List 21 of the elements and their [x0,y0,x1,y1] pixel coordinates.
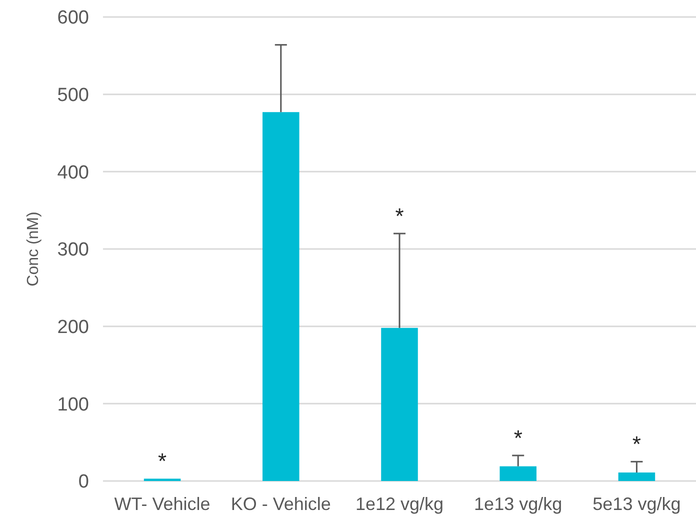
annotation: * [514,425,523,450]
y-tick-label: 500 [57,84,89,106]
y-tick-label: 300 [57,240,89,261]
bar [500,466,536,481]
y-tick-label: 100 [57,394,89,416]
x-tick-label: KO - Vehicle [230,494,331,514]
annotation: * [632,432,642,457]
bar [381,328,418,481]
annotation: * [158,448,168,474]
bar [262,112,300,481]
bar [618,472,656,481]
y-tick-label: 600 [57,8,89,29]
y-axis-title: Conc (nM) [25,212,42,286]
y-tick-label: 200 [57,316,89,338]
annotation: * [395,204,404,229]
y-tick-label: 0 [78,472,89,493]
y-tick-label: 400 [57,162,89,184]
x-tick-label: WT- Vehicle [114,494,210,514]
x-tick-label: 1e12 vg/kg [355,494,444,514]
x-tick-label: 1e13 vg/kg [474,494,562,514]
x-tick-label: 5e13 vg/kg [592,494,681,514]
